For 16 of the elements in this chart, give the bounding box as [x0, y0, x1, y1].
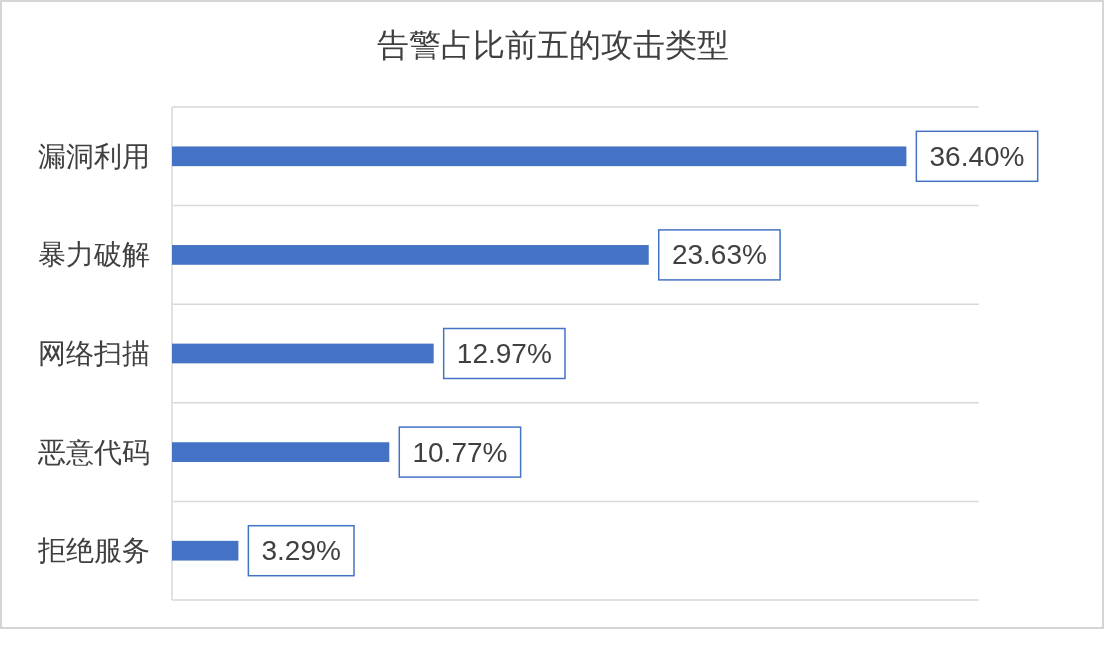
y-tick-label: 网络扫描 [38, 338, 150, 369]
y-tick-label: 漏洞利用 [38, 140, 150, 172]
chart-title: 告警占比前五的攻击类型 [377, 27, 729, 63]
data-label: 12.97% [456, 338, 552, 369]
y-tick-label: 拒绝服务 [37, 535, 150, 567]
bar [172, 540, 239, 561]
data-label: 10.77% [412, 436, 508, 468]
data-label: 36.40% [929, 140, 1025, 172]
bar [172, 343, 434, 364]
data-label: 23.63% [671, 239, 767, 271]
bar [172, 442, 390, 462]
data-label: 3.29% [261, 535, 341, 567]
y-tick-label: 暴力破解 [38, 239, 150, 271]
bar [172, 146, 907, 167]
bar [172, 245, 649, 265]
y-tick-label: 恶意代码 [37, 436, 150, 468]
